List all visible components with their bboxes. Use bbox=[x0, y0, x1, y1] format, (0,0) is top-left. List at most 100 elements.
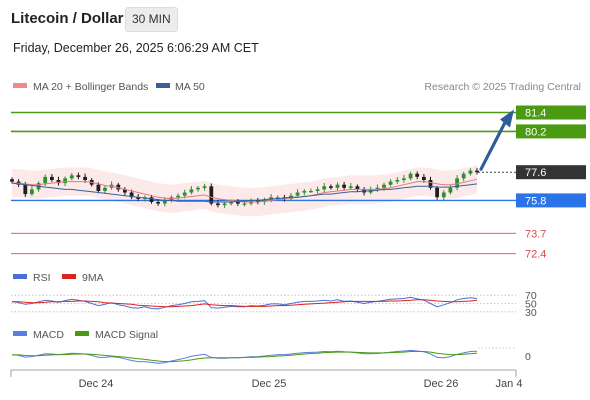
candle-body bbox=[455, 178, 459, 188]
ma50-line bbox=[11, 182, 478, 203]
bollinger-band bbox=[12, 165, 477, 217]
candle-body bbox=[196, 187, 200, 190]
candle-body bbox=[388, 181, 393, 185]
level-label-72-4: 72.4 bbox=[525, 249, 546, 261]
candle-body bbox=[209, 186, 214, 204]
candle-body bbox=[448, 187, 453, 193]
timeframe-button[interactable]: 30 MIN bbox=[125, 7, 178, 32]
rsi-line bbox=[11, 296, 478, 310]
rsi-tick-70: 70 bbox=[525, 290, 537, 302]
candle-body bbox=[355, 186, 360, 190]
rsi-tick-50: 50 bbox=[525, 299, 537, 311]
candle-body bbox=[382, 184, 386, 188]
projection-arrow-head bbox=[500, 109, 514, 128]
candle-body bbox=[176, 195, 180, 198]
candle-body bbox=[415, 173, 420, 177]
candle-body bbox=[63, 178, 67, 184]
macd-signal-legend-label: MACD Signal bbox=[95, 329, 158, 341]
candle-body bbox=[50, 176, 54, 180]
candle-body bbox=[342, 184, 346, 188]
ma50-legend-swatch bbox=[156, 83, 170, 88]
rsi-ma-legend-swatch bbox=[62, 274, 76, 279]
ma20-legend-swatch bbox=[13, 83, 27, 88]
time-tick-0: Dec 24 bbox=[79, 378, 114, 390]
candle-body bbox=[395, 180, 400, 182]
candle-body bbox=[162, 200, 167, 204]
time-tick-3: Jan 4 bbox=[496, 378, 523, 390]
level-tag-75-8 bbox=[516, 193, 586, 208]
candle-body bbox=[322, 186, 327, 190]
ma20-legend-label: MA 20 + Bollinger Bands bbox=[33, 81, 148, 93]
candle-body bbox=[83, 176, 87, 180]
candle-body bbox=[136, 197, 141, 199]
candle-body bbox=[43, 176, 48, 184]
price-panel: 81.4 80.2 77.6 75.8 73.7 72.4 bbox=[10, 105, 586, 261]
rsi-ma-line bbox=[12, 299, 478, 308]
level-tag-81-4 bbox=[516, 105, 586, 120]
candle-body bbox=[422, 176, 426, 180]
candle-body bbox=[216, 203, 220, 206]
candle-body bbox=[189, 189, 194, 193]
rsi-legend: RSI 9MA bbox=[13, 272, 104, 284]
candle-body bbox=[156, 202, 160, 204]
macd-panel: 0 bbox=[11, 347, 531, 364]
chart-header: Litecoin / Dollar 30 MIN bbox=[0, 0, 590, 36]
level-tag-label-75-8: 75.8 bbox=[525, 195, 546, 207]
candle-body bbox=[10, 179, 14, 182]
candle-body bbox=[69, 175, 74, 179]
candle-body bbox=[408, 173, 413, 179]
level-label-73-7: 73.7 bbox=[525, 228, 546, 240]
candle-body bbox=[348, 186, 353, 188]
candle-body bbox=[202, 186, 207, 188]
credit-label: Research © 2025 Trading Central bbox=[424, 81, 581, 93]
candle-body bbox=[402, 178, 406, 180]
candle-body bbox=[229, 202, 234, 204]
candle-body bbox=[435, 187, 439, 198]
candle-body bbox=[23, 184, 28, 195]
candle-body bbox=[302, 191, 307, 193]
candle-body bbox=[149, 197, 154, 202]
candle-body bbox=[116, 184, 121, 190]
candle-body bbox=[441, 192, 446, 198]
macd-line bbox=[11, 349, 478, 364]
candle-body bbox=[375, 187, 380, 190]
candle-body bbox=[56, 180, 61, 184]
level-tag-label-77-6: 77.6 bbox=[525, 167, 546, 179]
candle-body bbox=[255, 200, 260, 202]
candle-body bbox=[275, 197, 280, 199]
candle-body bbox=[475, 170, 479, 173]
time-axis: Dec 24 Dec 25 Dec 26 Jan 4 bbox=[10, 369, 523, 390]
level-tag-77-6 bbox=[516, 165, 586, 180]
datetime-label: Friday, December 26, 2025 6:06:29 AM CET bbox=[13, 41, 259, 55]
projection-arrow-shaft bbox=[479, 120, 507, 171]
macd-signal-line bbox=[12, 351, 478, 363]
rsi-tick-30: 30 bbox=[525, 307, 537, 319]
instrument-title: Litecoin / Dollar bbox=[11, 10, 124, 27]
rsi-legend-swatch bbox=[13, 274, 27, 279]
macd-signal-legend-swatch bbox=[75, 331, 89, 336]
level-tag-label-80-2: 80.2 bbox=[525, 126, 546, 138]
candle-body bbox=[236, 202, 240, 204]
level-tag-80-2 bbox=[516, 124, 586, 139]
candle-body bbox=[295, 192, 300, 196]
level-tag-label-81-4: 81.4 bbox=[525, 108, 546, 120]
candle-body bbox=[309, 191, 313, 193]
candle-body bbox=[129, 192, 134, 198]
candle-body bbox=[242, 203, 247, 205]
macd-legend-swatch bbox=[13, 331, 27, 336]
candle-body bbox=[123, 189, 127, 193]
candle-body bbox=[222, 203, 227, 206]
candle-body bbox=[468, 170, 473, 174]
candle-body bbox=[329, 186, 333, 188]
candle-body bbox=[335, 184, 340, 188]
rsi-ma-legend-label: 9MA bbox=[82, 272, 104, 284]
candle-body bbox=[96, 184, 101, 191]
candle-body bbox=[315, 189, 320, 191]
time-tick-1: Dec 25 bbox=[252, 378, 287, 390]
macd-legend-label: MACD bbox=[33, 329, 64, 341]
macd-legend: MACD MACD Signal bbox=[13, 329, 158, 341]
macd-tick-0: 0 bbox=[525, 351, 531, 363]
candle-body bbox=[76, 175, 81, 177]
